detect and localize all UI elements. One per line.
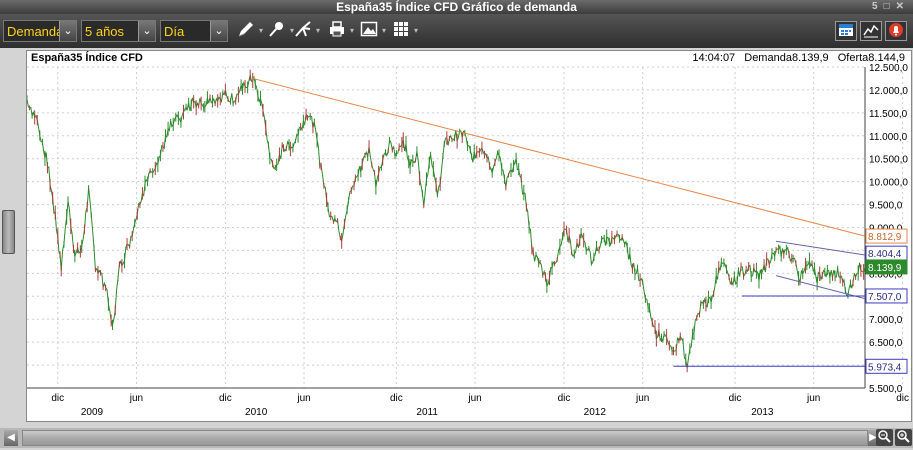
price-label-box: [865, 358, 908, 374]
price-series-line: [27, 75, 866, 369]
window-title: España35 Índice CFD Gráfico de demanda: [336, 0, 577, 14]
range-select[interactable]: 5 años ⌄: [81, 20, 156, 42]
fork-icon[interactable]: ▾: [292, 20, 320, 42]
price-chart[interactable]: 12.500,0 12.000,0 11.500,0 11.000,0 10.500,0…: [27, 51, 911, 421]
print-icon[interactable]: ▾: [326, 20, 354, 42]
x-tick-month-label: dic: [51, 393, 64, 404]
price-type-value: Demanda: [7, 24, 64, 39]
x-tick-year-label: 2012: [584, 407, 607, 418]
x-tick-year-label: 2010: [245, 407, 268, 418]
x-tick-month-label: dic: [390, 393, 403, 404]
price-label: 5.973,4: [868, 362, 902, 373]
price-type-select[interactable]: Demanda ⌄: [3, 20, 77, 42]
x-tick-year-label: 2009: [81, 407, 104, 418]
quote-time: 14:04:07: [692, 52, 736, 64]
restore-icon[interactable]: □: [883, 1, 896, 12]
channel-upper-line: [775, 240, 866, 256]
side-panel-handle[interactable]: [2, 210, 15, 254]
window-titlebar: España35 Índice CFD Gráfico de demanda 5…: [0, 0, 913, 14]
y-tick-label: 9.500,0: [869, 201, 903, 212]
pin-icon[interactable]: ▾: [266, 20, 294, 42]
calendar-icon[interactable]: [835, 21, 857, 41]
y-tick-label: 10.000,0: [869, 178, 908, 189]
y-tick-label: 11.000,0: [869, 132, 908, 143]
chart-title: España35 Índice CFD: [31, 52, 143, 64]
y-tick-label: 12.500,0: [869, 63, 908, 74]
close-icon[interactable]: ✕: [895, 1, 910, 12]
interval-value: Día: [164, 24, 185, 39]
x-tick-year-label: 2013: [751, 407, 774, 418]
resistance-trendline: [252, 77, 866, 237]
x-tick-month-label: dic: [729, 393, 742, 404]
grid-icon[interactable]: ▾: [390, 20, 418, 42]
x-tick-month-label: jun: [467, 393, 481, 404]
channel-lower-line: [775, 275, 866, 300]
x-tick-month-label: dic: [558, 393, 571, 404]
window-controls[interactable]: 5□✕: [872, 0, 910, 14]
y-tick-label: 7.000,0: [869, 315, 903, 326]
y-tick-label: 11.500,0: [869, 109, 908, 120]
interval-select[interactable]: Día ⌄: [160, 20, 228, 42]
y-tick-label: 10.500,0: [869, 155, 908, 166]
zoom-out-icon[interactable]: [876, 429, 893, 446]
price-label: 8.812,9: [868, 232, 902, 243]
pencil-icon[interactable]: ▾: [235, 20, 263, 42]
chart-area[interactable]: España35 Índice CFD 14:04:07 Demanda8.13…: [26, 50, 912, 422]
image-icon[interactable]: ▾: [358, 20, 386, 42]
y-tick-label: 12.000,0: [869, 86, 908, 97]
chart-toolbar: Demanda ⌄ 5 años ⌄ Día ⌄ ▾ ▾ ▾ ▾ ▾ ▾: [0, 14, 913, 48]
x-tick-month-label: jun: [806, 393, 820, 404]
range-value: 5 años: [85, 24, 125, 39]
y-tick-label: 8.000,0: [869, 269, 903, 280]
price-label: 7.507,0: [868, 292, 902, 303]
ask-price: Oferta8.144,9: [837, 52, 905, 64]
x-tick-month-label: dic: [896, 393, 909, 404]
price-label: 8.139,9: [868, 263, 902, 274]
x-tick-month-label: jun: [129, 393, 143, 404]
price-label: 8.404,4: [868, 249, 902, 260]
quote-info: 14:04:07 Demanda8.139,9 Oferta8.144,9: [686, 52, 905, 64]
bid-price: Demanda8.139,9: [744, 52, 829, 64]
y-tick-label: 5.500,0: [869, 384, 903, 395]
alarm-icon[interactable]: [885, 21, 907, 41]
zoom-in-icon[interactable]: [895, 429, 912, 446]
price-label-box: [865, 228, 908, 244]
price-label-box: [865, 288, 908, 304]
horizontal-scrollbar[interactable]: ◀ ▶: [0, 428, 913, 448]
x-tick-month-label: jun: [635, 393, 649, 404]
x-tick-month-label: jun: [296, 393, 310, 404]
x-tick-year-label: 2011: [416, 407, 438, 418]
scroll-left-icon[interactable]: ◀: [4, 430, 18, 446]
minimize-icon[interactable]: 5: [872, 1, 884, 12]
y-tick-label: 6.500,0: [869, 338, 903, 349]
x-tick-month-label: dic: [219, 393, 232, 404]
scroll-thumb[interactable]: [22, 430, 868, 446]
chevron-down-icon[interactable]: ⌄: [210, 21, 227, 41]
chart-icon[interactable]: [860, 21, 882, 41]
scroll-right-icon[interactable]: ▶: [868, 430, 878, 446]
chevron-down-icon[interactable]: ⌄: [138, 21, 155, 41]
price-label-box: [865, 259, 908, 275]
chevron-down-icon[interactable]: ⌄: [59, 21, 76, 41]
